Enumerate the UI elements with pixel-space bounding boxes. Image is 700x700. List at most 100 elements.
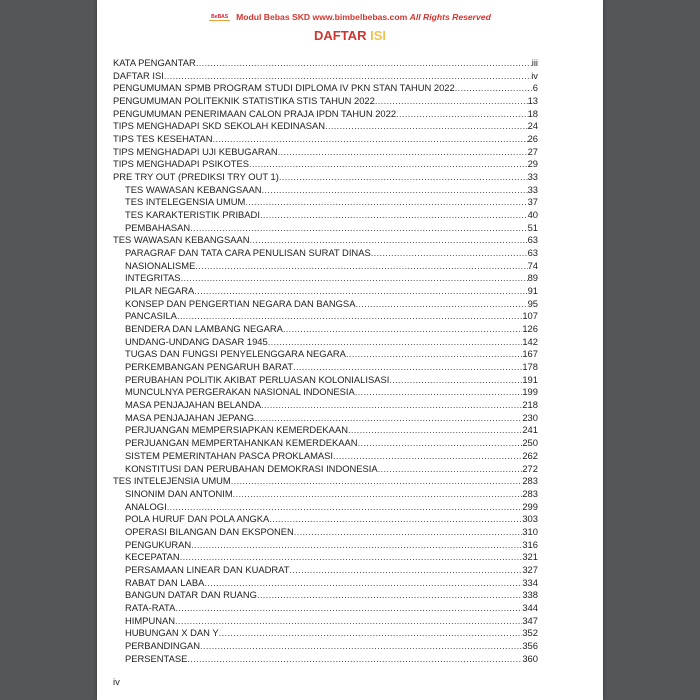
toc-entry[interactable]: BENDERA DAN LAMBANG NEGARA 126 <box>113 323 538 336</box>
toc-entry[interactable]: POLA HURUF DAN POLA ANGKA 303 <box>113 513 538 526</box>
toc-entry[interactable]: SINONIM DAN ANTONIM 283 <box>113 488 538 501</box>
toc-entry-page: 178 <box>522 361 538 373</box>
toc-entry[interactable]: KATA PENGANTAR iii <box>113 57 538 70</box>
toc-entry[interactable]: TIPS MENGHADAPI UJI KEBUGARAN 27 <box>113 146 538 159</box>
dot-leader <box>194 285 527 298</box>
toc-entry-page: 167 <box>522 348 538 360</box>
toc-entry-title: NASIONALISME <box>125 259 196 271</box>
toc-entry[interactable]: PERKEMBANGAN PENGARUH BARAT 178 <box>113 361 538 374</box>
toc-entry[interactable]: KONSEP DAN PENGERTIAN NEGARA DAN BANGSA 9… <box>113 298 538 311</box>
toc-entry[interactable]: PANCASILA 107 <box>113 310 538 323</box>
toc-entry-title: SINONIM DAN ANTONIM <box>125 487 233 499</box>
toc-entry-title: TIPS MENGHADAPI UJI KEBUGARAN <box>113 145 278 157</box>
page-title: DAFTAR ISI <box>97 28 603 43</box>
header-text: Modul Bebas SKD www.bimbelbebas.com <box>236 12 408 22</box>
toc-entry-title: PERSAMAAN LINEAR DAN KUADRAT <box>125 563 290 575</box>
toc-entry-page: 360 <box>522 652 538 664</box>
toc-entry[interactable]: PARAGRAF DAN TATA CARA PENULISAN SURAT D… <box>113 247 538 260</box>
toc-entry-page: 33 <box>527 183 538 195</box>
dot-leader <box>333 450 522 463</box>
toc-entry-page: 299 <box>522 500 538 512</box>
toc-entry[interactable]: PERSAMAAN LINEAR DAN KUADRAT 327 <box>113 564 538 577</box>
toc-entry-page: 63 <box>527 247 538 259</box>
toc-entry-title: TES KARAKTERISTIK PRIBADI <box>125 209 260 221</box>
toc-entry[interactable]: PENGUMUMAN POLITEKNIK STATISTIKA STIS TA… <box>113 95 538 108</box>
toc-entry[interactable]: INTEGRITAS 89 <box>113 272 538 285</box>
toc-entry-title: TIPS MENGHADAPI SKD SEKOLAH KEDINASAN <box>113 120 326 132</box>
toc-entry[interactable]: HUBUNGAN X DAN Y 352 <box>113 627 538 640</box>
toc-entry[interactable]: PERJUANGAN MEMPERSIAPKAN KEMERDEKAAN 241 <box>113 424 538 437</box>
toc-entry[interactable]: TES INTELEGENSIA UMUM 37 <box>113 196 538 209</box>
toc-entry-title: PERKEMBANGAN PENGARUH BARAT <box>125 361 294 373</box>
toc-entry[interactable]: RATA-RATA 344 <box>113 602 538 615</box>
toc-entry[interactable]: TES WAWASAN KEBANGSAAN 33 <box>113 184 538 197</box>
header-rights: All Rights Reserved <box>409 12 491 22</box>
toc-entry-page: 63 <box>527 234 538 246</box>
toc-entry[interactable]: KECEPATAN 321 <box>113 551 538 564</box>
dot-leader <box>355 386 523 399</box>
toc-entry-page: 6 <box>532 82 538 94</box>
toc-entry[interactable]: TES KARAKTERISTIK PRIBADI 40 <box>113 209 538 222</box>
toc-entry[interactable]: PILAR NEGARA 91 <box>113 285 538 298</box>
dot-leader <box>279 171 528 184</box>
toc-entry-title: KECEPATAN <box>125 551 180 563</box>
toc-entry[interactable]: PENGUMUMAN PENERIMAAN CALON PRAJA IPDN T… <box>113 108 538 121</box>
dot-leader <box>378 463 523 476</box>
toc-entry[interactable]: NASIONALISME 74 <box>113 260 538 273</box>
toc-entry[interactable]: PEMBAHASAN 51 <box>113 222 538 235</box>
dot-leader <box>175 602 522 615</box>
toc-entry-title: SISTEM PEMERINTAHAN PASCA PROKLAMASI <box>125 449 334 461</box>
toc-entry[interactable]: HIMPUNAN 347 <box>113 615 538 628</box>
toc-entry[interactable]: UNDANG-UNDANG DASAR 1945 142 <box>113 336 538 349</box>
toc-entry[interactable]: KONSTITUSI DAN PERUBAHAN DEMOKRASI INDON… <box>113 463 538 476</box>
toc-entry[interactable]: ANALOGI 299 <box>113 501 538 514</box>
toc-entry-page: iii <box>531 57 538 68</box>
toc-entry[interactable]: BANGUN DATAR DAN RUANG 338 <box>113 589 538 602</box>
toc-entry[interactable]: PENGUMUMAN SPMB PROGRAM STUDI DIPLOMA IV… <box>113 82 538 95</box>
toc-entry[interactable]: PERUBAHAN POLITIK AKIBAT PERLUASAN KOLON… <box>113 374 538 387</box>
dot-leader <box>375 95 528 108</box>
toc-entry[interactable]: TIPS TES KESEHATAN 26 <box>113 133 538 146</box>
toc-entry-title: KONSTITUSI DAN PERUBAHAN DEMOKRASI INDON… <box>125 462 378 474</box>
dot-leader <box>177 310 522 323</box>
toc-entry-title: BENDERA DAN LAMBANG NEGARA <box>125 323 283 335</box>
toc-entry[interactable]: TES INTELEJENSIA UMUM 283 <box>113 475 538 488</box>
toc-entry-page: 283 <box>522 475 538 487</box>
dot-leader <box>269 513 522 526</box>
toc-entry-page: 262 <box>522 449 538 461</box>
toc-entry[interactable]: MUNCULNYA PERGERAKAN NASIONAL INDONESIA 1… <box>113 386 538 399</box>
toc-entry-page: 107 <box>522 310 538 322</box>
toc-entry-title: TES WAWASAN KEBANGSAAN <box>125 183 262 195</box>
toc-entry[interactable]: TIPS MENGHADAPI PSIKOTES 29 <box>113 158 538 171</box>
toc-entry-title: POLA HURUF DAN POLA ANGKA <box>125 513 270 525</box>
toc-entry[interactable]: PRE TRY OUT (PREDIKSI TRY OUT 1) 33 <box>113 171 538 184</box>
dot-leader <box>261 184 527 197</box>
toc-entry[interactable]: MASA PENJAJAHAN JEPANG 230 <box>113 412 538 425</box>
dot-leader <box>187 653 522 666</box>
toc-entry-page: 26 <box>527 133 538 145</box>
toc-entry[interactable]: PENGUKURAN 316 <box>113 539 538 552</box>
toc-entry[interactable]: SISTEM PEMERINTAHAN PASCA PROKLAMASI 262 <box>113 450 538 463</box>
toc-entry[interactable]: MASA PENJAJAHAN BELANDA 218 <box>113 399 538 412</box>
dot-leader <box>196 57 532 70</box>
toc-entry[interactable]: PERJUANGAN MEMPERTAHANKAN KEMERDEKAAN 250 <box>113 437 538 450</box>
toc-entry-title: PILAR NEGARA <box>125 285 195 297</box>
toc-entry-page: 334 <box>522 576 538 588</box>
dot-leader <box>346 348 522 361</box>
dot-leader <box>260 209 528 222</box>
toc-entry-title: ANALOGI <box>125 500 167 512</box>
toc-entry-title: PENGUMUMAN SPMB PROGRAM STUDI DIPLOMA IV… <box>113 82 455 94</box>
dot-leader <box>249 158 528 171</box>
toc-entry[interactable]: OPERASI BILANGAN DAN EKSPONEN 310 <box>113 526 538 539</box>
toc-entry-page: 347 <box>522 614 538 626</box>
toc-entry[interactable]: TES WAWASAN KEBANGSAAN 63 <box>113 234 538 247</box>
toc-entry[interactable]: TUGAS DAN FUNGSI PENYELENGGARA NEGARA 167 <box>113 348 538 361</box>
toc-entry-title: PARAGRAF DAN TATA CARA PENULISAN SURAT D… <box>125 247 371 259</box>
toc-entry-title: MASA PENJAJAHAN BELANDA <box>125 399 261 411</box>
toc-entry-page: 89 <box>527 272 538 284</box>
toc-entry[interactable]: PERSENTASE 360 <box>113 653 538 666</box>
toc-entry[interactable]: TIPS MENGHADAPI SKD SEKOLAH KEDINASAN 24 <box>113 120 538 133</box>
toc-entry[interactable]: DAFTAR ISI iv <box>113 70 538 83</box>
toc-entry[interactable]: RABAT DAN LABA 334 <box>113 577 538 590</box>
toc-entry[interactable]: PERBANDINGAN 356 <box>113 640 538 653</box>
